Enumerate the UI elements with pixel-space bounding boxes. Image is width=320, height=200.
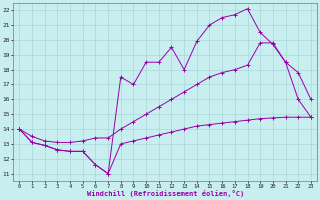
X-axis label: Windchill (Refroidissement éolien,°C): Windchill (Refroidissement éolien,°C)	[86, 190, 244, 197]
